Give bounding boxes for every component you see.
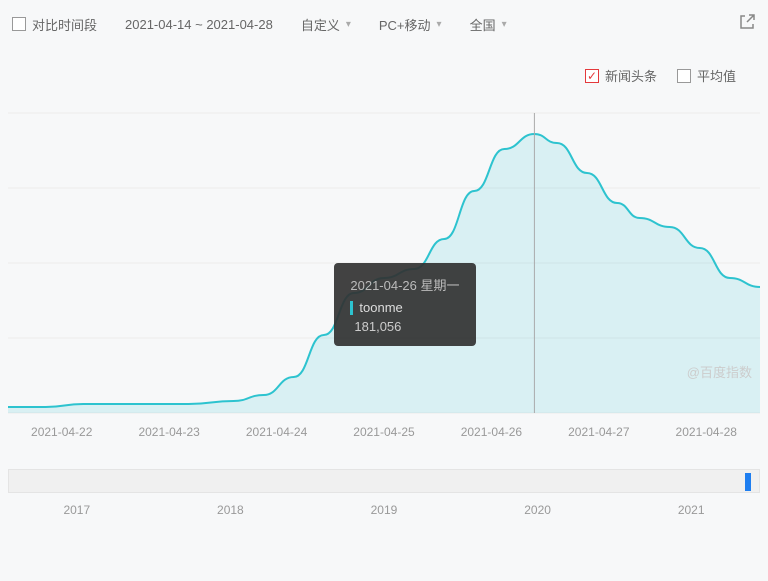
year-tick: 2020 — [461, 503, 615, 517]
device-dropdown[interactable]: PC+移动 ▾ — [379, 15, 442, 34]
toolbar: 对比时间段 2021-04-14 ~ 2021-04-28 自定义 ▾ PC+移… — [0, 0, 768, 48]
date-range-text: 2021-04-14 ~ 2021-04-28 — [125, 17, 273, 32]
checkbox-icon: ✓ — [585, 69, 599, 83]
year-tick: 2021 — [614, 503, 768, 517]
chart-canvas — [0, 103, 768, 443]
legend-avg-toggle[interactable]: 平均值 — [677, 66, 736, 85]
custom-dropdown[interactable]: 自定义 ▾ — [301, 15, 351, 34]
region-dropdown[interactable]: 全国 ▾ — [470, 15, 507, 34]
chevron-down-icon: ▾ — [502, 19, 507, 30]
year-tick: 2017 — [0, 503, 154, 517]
date-range-selector[interactable]: 2021-04-14 ~ 2021-04-28 — [125, 17, 273, 32]
chevron-down-icon: ▾ — [346, 19, 351, 30]
x-axis-tick: 2021-04-26 — [438, 425, 545, 439]
year-tick: 2019 — [307, 503, 461, 517]
x-axis-tick: 2021-04-22 — [8, 425, 115, 439]
device-label: PC+移动 — [379, 15, 431, 34]
checkbox-icon — [677, 69, 691, 83]
share-icon[interactable] — [738, 13, 756, 36]
watermark: @百度指数 — [687, 362, 752, 381]
year-axis-labels: 20172018201920202021 — [0, 493, 768, 517]
x-axis-tick: 2021-04-23 — [115, 425, 222, 439]
chevron-down-icon: ▾ — [437, 19, 442, 30]
timeline-scrubber[interactable] — [8, 469, 760, 493]
compare-label: 对比时间段 — [32, 15, 97, 34]
custom-label: 自定义 — [301, 15, 340, 34]
legend-news-label: 新闻头条 — [605, 66, 657, 85]
checkbox-icon — [12, 17, 26, 31]
x-axis-tick: 2021-04-25 — [330, 425, 437, 439]
x-axis-tick: 2021-04-28 — [653, 425, 760, 439]
main-chart[interactable]: 2021-04-222021-04-232021-04-242021-04-25… — [0, 93, 768, 463]
region-label: 全国 — [470, 15, 496, 34]
x-axis-tick: 2021-04-27 — [545, 425, 652, 439]
x-axis-labels: 2021-04-222021-04-232021-04-242021-04-25… — [0, 425, 768, 439]
year-tick: 2018 — [154, 503, 308, 517]
legend: ✓ 新闻头条 平均值 — [0, 48, 768, 93]
compare-period-toggle[interactable]: 对比时间段 — [12, 15, 97, 34]
x-axis-tick: 2021-04-24 — [223, 425, 330, 439]
legend-news-toggle[interactable]: ✓ 新闻头条 — [585, 66, 657, 85]
legend-avg-label: 平均值 — [697, 66, 736, 85]
timeline-indicator — [745, 473, 751, 491]
